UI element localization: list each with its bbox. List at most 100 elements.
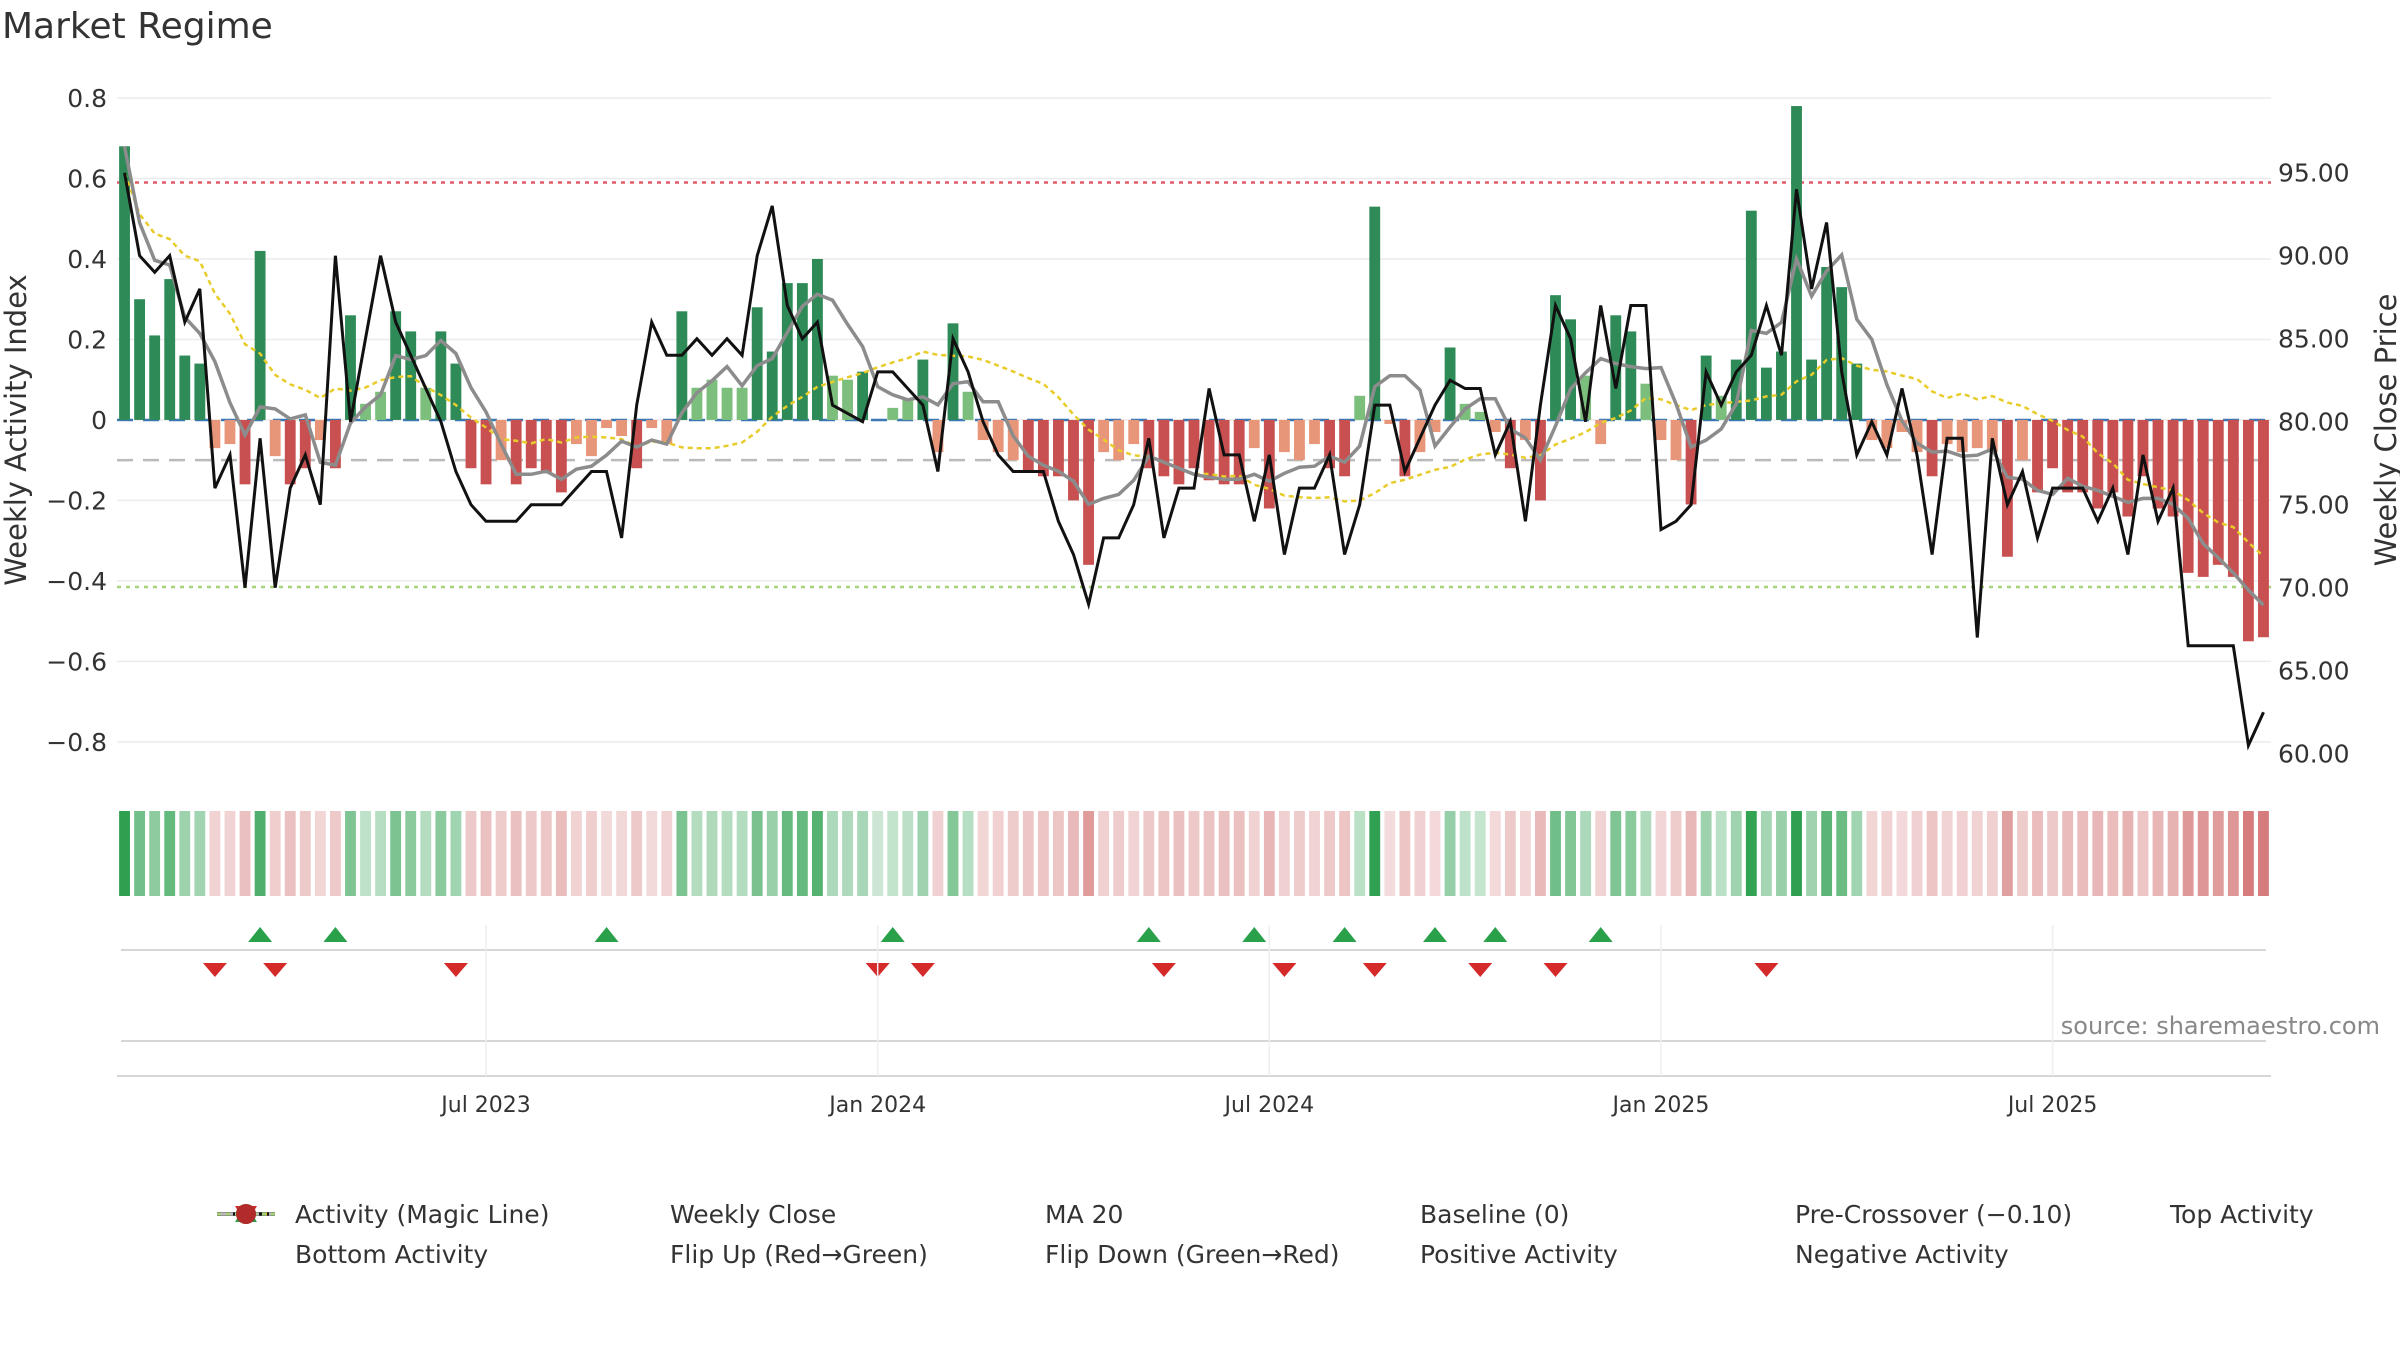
activity-bar bbox=[1324, 419, 1335, 469]
regime-cell bbox=[149, 811, 161, 896]
activity-bar bbox=[239, 419, 251, 485]
red-dot-icon bbox=[236, 1204, 1777, 1268]
regime-cell bbox=[314, 811, 326, 896]
regime-cell bbox=[1263, 811, 1275, 896]
regime-cell bbox=[917, 811, 929, 896]
activity-bar bbox=[1851, 363, 1863, 420]
activity-bar bbox=[721, 387, 733, 420]
regime-cell bbox=[1971, 811, 1983, 896]
regime-cell bbox=[1022, 811, 1034, 896]
activity-bar bbox=[555, 419, 567, 493]
regime-cell bbox=[1715, 811, 1727, 896]
regime-cell bbox=[2077, 811, 2089, 896]
regime-cell bbox=[2062, 811, 2074, 896]
activity-bar bbox=[1956, 419, 1968, 453]
activity-bar bbox=[284, 419, 296, 485]
regime-cell bbox=[224, 811, 236, 896]
regime-cell bbox=[1128, 811, 1140, 896]
flip-up-marker bbox=[1332, 927, 1357, 942]
grid-lines bbox=[117, 97, 2271, 743]
regime-cell bbox=[2212, 811, 2224, 896]
x-tick-label: Jul 2023 bbox=[439, 1093, 531, 1118]
activity-bar bbox=[2197, 419, 2209, 577]
legend-item-baseline[interactable]: Baseline (0) bbox=[217, 1200, 1715, 1229]
legend-item-negative[interactable]: Negative Activity bbox=[236, 1204, 2090, 1269]
legend-label: Bottom Activity bbox=[295, 1239, 489, 1269]
legend-item-close[interactable]: Weekly Close bbox=[217, 1200, 965, 1229]
activity-bar bbox=[390, 311, 402, 420]
top-activity-swatch bbox=[217, 1200, 2152, 1228]
activity-bar bbox=[1339, 419, 1351, 477]
regime-cell bbox=[1896, 811, 1908, 896]
activity-bar bbox=[887, 407, 899, 420]
activity-bar bbox=[1068, 419, 1079, 501]
regime-cell bbox=[2001, 811, 2013, 896]
regime-cell bbox=[992, 811, 1004, 896]
regime-cell bbox=[1188, 811, 1200, 896]
activity-bar bbox=[1519, 419, 1531, 441]
series-lines bbox=[122, 145, 2265, 751]
activity-bar bbox=[2107, 419, 2119, 493]
legend-item-pre-crossover[interactable]: Pre-Crossover (−0.10) bbox=[217, 1200, 2090, 1229]
regime-cell bbox=[480, 811, 492, 896]
legend-item-flip-up[interactable]: Flip Up (Red→Green) bbox=[235, 1204, 965, 1269]
activity-bar bbox=[1474, 411, 1486, 420]
activity-bar bbox=[2122, 419, 2134, 517]
regime-cell bbox=[1399, 811, 1411, 896]
legend-label: Positive Activity bbox=[1420, 1239, 1618, 1269]
regime-cell bbox=[2197, 811, 2209, 896]
legend-item-flip-down[interactable]: Flip Down (Green→Red) bbox=[235, 1206, 1340, 1269]
activity-bar bbox=[796, 283, 808, 420]
activity-bar bbox=[1821, 267, 1833, 420]
activity-bar bbox=[1655, 419, 1667, 441]
regime-cell bbox=[239, 811, 251, 896]
regime-cell bbox=[450, 811, 462, 896]
activity-bar bbox=[2001, 419, 2013, 557]
regime-cell bbox=[1309, 811, 1320, 896]
regime-strip bbox=[119, 811, 2269, 896]
regime-cell bbox=[1776, 811, 1787, 896]
flip-markers bbox=[202, 927, 1779, 977]
regime-cell bbox=[1233, 811, 1245, 896]
regime-cell bbox=[616, 811, 628, 896]
regime-cell bbox=[601, 811, 612, 896]
activity-bar bbox=[1384, 419, 1396, 424]
activity-bar bbox=[2182, 419, 2194, 573]
legend-item-positive[interactable]: Positive Activity bbox=[236, 1204, 1715, 1269]
regime-cell bbox=[1429, 811, 1441, 896]
regime-cell bbox=[179, 811, 191, 896]
regime-cell bbox=[2152, 811, 2164, 896]
activity-bar bbox=[1941, 419, 1953, 445]
activity-bar bbox=[465, 419, 477, 469]
regime-cell bbox=[525, 811, 537, 896]
activity-bar bbox=[1685, 419, 1697, 505]
activity-bar bbox=[2152, 419, 2164, 509]
regime-cell bbox=[1489, 811, 1501, 896]
regime-cell bbox=[1655, 811, 1667, 896]
activity-bar bbox=[1037, 419, 1049, 477]
activity-bar bbox=[1429, 419, 1441, 433]
activity-bar bbox=[2227, 419, 2239, 577]
legend-item-bottom[interactable]: Bottom Activity bbox=[215, 1212, 590, 1269]
activity-bar bbox=[1580, 375, 1592, 420]
activity-bar bbox=[1700, 355, 1712, 420]
activity-bar bbox=[1745, 210, 1757, 420]
y-tick-label: 0 bbox=[91, 406, 107, 435]
legend-label: Flip Up (Red→Green) bbox=[670, 1239, 928, 1269]
regime-cell bbox=[345, 811, 356, 896]
activity-bars bbox=[119, 106, 2269, 642]
activity-bar bbox=[842, 379, 853, 420]
axes: 0.8 0.6 0.4 0.2 0 −0.2 −0.4 −0.6 −0.8 95.00 90.00 8… bbox=[0, 84, 2400, 769]
activity-bar bbox=[616, 419, 628, 437]
legend-item-top[interactable]: Top Activity bbox=[217, 1200, 2380, 1229]
legend-item-ma20[interactable]: MA 20 bbox=[217, 1200, 1340, 1229]
activity-bar bbox=[1113, 419, 1125, 461]
source-text: source: sharemaestro.com bbox=[2060, 1012, 2380, 1040]
activity-bar bbox=[299, 419, 311, 469]
activity-bar bbox=[1986, 419, 1998, 453]
magic-line bbox=[122, 145, 2265, 607]
activity-bar bbox=[119, 146, 130, 420]
regime-cell bbox=[902, 811, 914, 896]
regime-cell bbox=[2122, 811, 2134, 896]
